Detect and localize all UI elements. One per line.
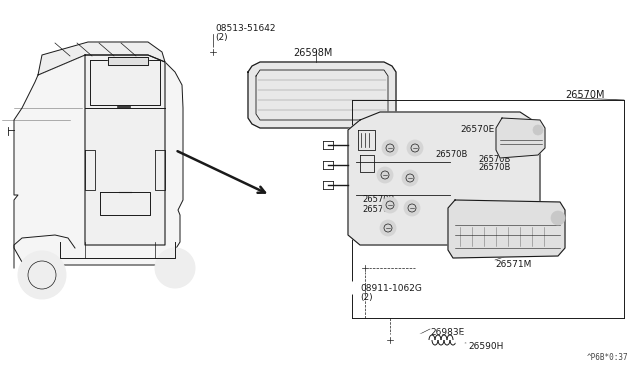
Circle shape bbox=[402, 170, 418, 186]
Polygon shape bbox=[85, 55, 165, 245]
Text: ^P6B*0:37: ^P6B*0:37 bbox=[586, 353, 628, 362]
Text: (2): (2) bbox=[360, 293, 372, 302]
Circle shape bbox=[382, 140, 398, 156]
Text: 26570E: 26570E bbox=[460, 125, 494, 134]
Text: S: S bbox=[204, 23, 210, 32]
Text: 26983E: 26983E bbox=[430, 328, 464, 337]
Circle shape bbox=[407, 140, 423, 156]
Text: 26590H: 26590H bbox=[468, 342, 504, 351]
Text: 08911-1062G: 08911-1062G bbox=[360, 284, 422, 293]
Text: (2): (2) bbox=[215, 33, 228, 42]
Polygon shape bbox=[348, 112, 540, 245]
Circle shape bbox=[209, 48, 217, 56]
Circle shape bbox=[377, 167, 393, 183]
Polygon shape bbox=[496, 118, 545, 158]
Circle shape bbox=[533, 125, 543, 135]
Text: 08513-51642: 08513-51642 bbox=[215, 24, 275, 33]
Polygon shape bbox=[108, 57, 148, 65]
Text: 26570B: 26570B bbox=[478, 163, 510, 172]
Circle shape bbox=[18, 251, 66, 299]
Circle shape bbox=[404, 200, 420, 216]
Circle shape bbox=[201, 22, 213, 34]
Circle shape bbox=[414, 334, 426, 346]
Circle shape bbox=[551, 211, 565, 225]
Circle shape bbox=[455, 335, 465, 345]
Circle shape bbox=[385, 335, 395, 345]
Text: 26598M: 26598M bbox=[293, 48, 332, 58]
Text: 26570B: 26570B bbox=[478, 155, 510, 164]
Text: 26570M: 26570M bbox=[565, 90, 605, 100]
Polygon shape bbox=[14, 55, 183, 265]
Text: 26570B: 26570B bbox=[435, 150, 467, 159]
Polygon shape bbox=[38, 42, 165, 75]
Text: N: N bbox=[349, 283, 355, 292]
Polygon shape bbox=[248, 62, 396, 128]
Polygon shape bbox=[448, 200, 565, 258]
Circle shape bbox=[346, 282, 358, 294]
Text: 26571M: 26571M bbox=[495, 260, 531, 269]
Circle shape bbox=[382, 197, 398, 213]
Circle shape bbox=[380, 220, 396, 236]
Text: 26570B: 26570B bbox=[362, 205, 394, 214]
Circle shape bbox=[155, 248, 195, 288]
Circle shape bbox=[361, 264, 369, 272]
Text: 26570B: 26570B bbox=[362, 195, 394, 204]
